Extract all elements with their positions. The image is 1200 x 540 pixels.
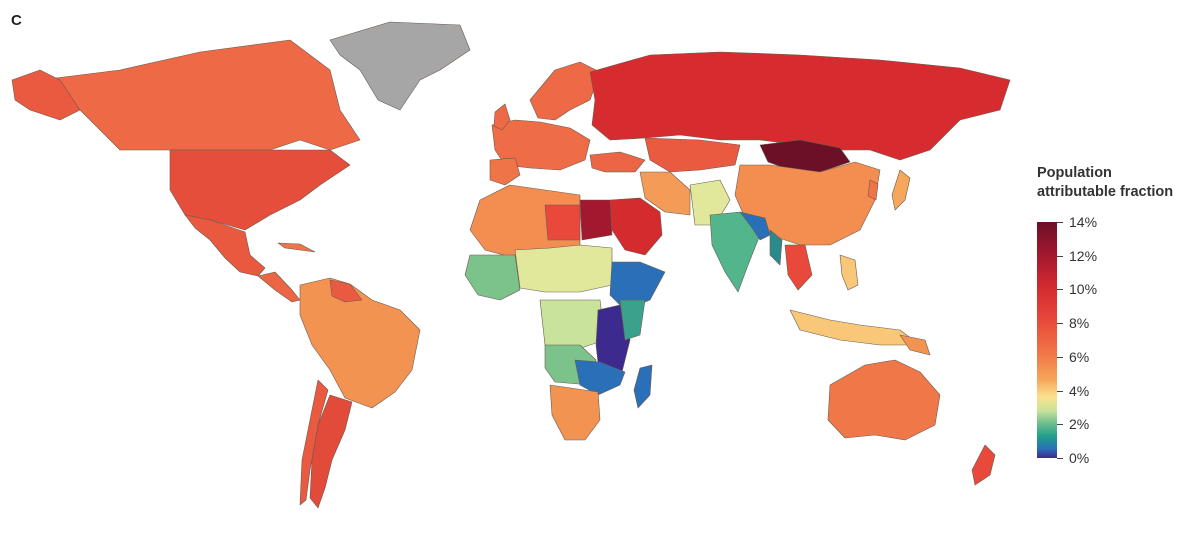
legend-tick-label: 6% <box>1069 349 1090 365</box>
country-bangladesh-nepal <box>739 211 771 241</box>
country-canada <box>39 39 361 151</box>
legend-tick-label: 4% <box>1069 383 1090 399</box>
country-ethiopia-somalia <box>609 261 666 311</box>
country-central-america <box>257 271 301 303</box>
country-turkey <box>589 151 646 173</box>
country-mozambique <box>574 359 626 396</box>
country-saudi-arabia <box>609 197 663 256</box>
country-chile <box>299 379 329 506</box>
country-greenland <box>329 21 471 111</box>
legend-tick-mark <box>1057 391 1063 392</box>
legend-tick-label: 12% <box>1069 248 1098 264</box>
country-japan <box>891 169 911 211</box>
legend-tick-mark <box>1057 424 1063 425</box>
country-venezuela <box>329 279 363 303</box>
legend-title: Population attributable fraction <box>1037 164 1197 202</box>
panel-letter: C <box>11 12 22 29</box>
country-cuba <box>277 242 316 253</box>
country-sahel <box>514 244 613 293</box>
country-myanmar <box>769 229 783 266</box>
country-indonesia <box>789 309 921 346</box>
country-egypt <box>579 199 613 241</box>
country-australia <box>827 359 941 441</box>
country-libya <box>544 204 581 241</box>
legend-tick-label: 14% <box>1069 214 1098 230</box>
legend-title-line1: Population <box>1037 165 1112 181</box>
legend-tick-mark <box>1057 289 1063 290</box>
legend-tick-mark <box>1057 357 1063 358</box>
country-central-africa <box>539 299 606 351</box>
country-southeast-asia <box>784 244 813 291</box>
legend-tick-mark <box>1057 256 1063 257</box>
country-west-africa <box>464 254 521 301</box>
legend-tick-label: 10% <box>1069 281 1098 297</box>
country-papua-new-guinea <box>899 334 931 356</box>
country-kazakhstan <box>644 137 741 173</box>
legend-color-bar <box>1037 222 1057 458</box>
country-uk <box>493 103 511 131</box>
country-iberia <box>489 157 521 186</box>
country-philippines <box>839 254 859 291</box>
country-iran <box>639 171 691 216</box>
country-madagascar <box>633 364 653 409</box>
country-russia <box>589 51 1011 161</box>
country-kenya-tanzania <box>619 299 646 341</box>
legend-tick-label: 0% <box>1069 450 1090 466</box>
country-korea <box>867 179 879 201</box>
legend-tick-mark <box>1057 458 1063 459</box>
legend-tick-mark <box>1057 222 1063 223</box>
country-south-america-north <box>299 277 421 409</box>
country-new-zealand <box>971 444 996 486</box>
legend-tick-label: 8% <box>1069 315 1090 331</box>
country-scandinavia <box>529 61 601 121</box>
legend-title-line2: attributable fraction <box>1037 184 1174 200</box>
legend-tick-mark <box>1057 323 1063 324</box>
country-alaska <box>11 69 81 121</box>
country-mongolia <box>759 139 851 173</box>
legend-tick-label: 2% <box>1069 416 1090 432</box>
country-southern-africa <box>549 384 601 441</box>
